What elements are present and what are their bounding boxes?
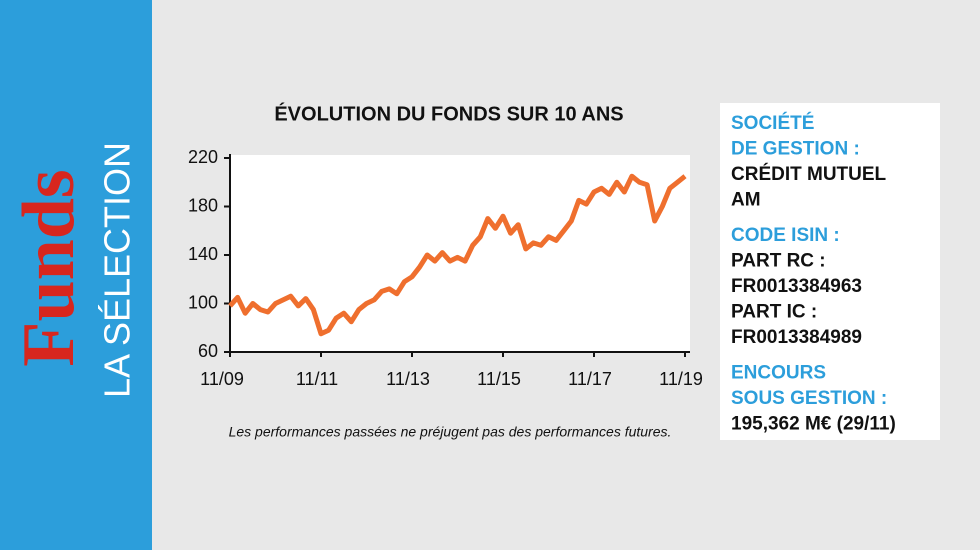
y-tick-label: 180 <box>188 195 218 215</box>
info-text: AM <box>731 190 761 211</box>
info-text: CRÉDIT MUTUEL <box>731 163 887 185</box>
sidebar <box>0 0 152 550</box>
info-text: PART IC : <box>731 302 817 323</box>
info-text: FR0013384963 <box>731 276 862 297</box>
y-tick-label: 140 <box>188 244 218 264</box>
line-series <box>228 173 687 337</box>
brand: Funds <box>8 169 90 366</box>
x-tick-label: 11/17 <box>568 369 612 389</box>
info-heading: SOCIÉTÉ <box>731 112 814 134</box>
brand-subtitle: LA SÉLECTION <box>97 142 138 398</box>
x-tick-label: 11/11 <box>296 369 338 389</box>
y-tick-label: 60 <box>198 341 218 361</box>
info-text: FR0013384989 <box>731 327 862 348</box>
x-tick-label: 11/19 <box>659 369 703 389</box>
info-text: PART RC : <box>731 251 826 272</box>
info-text: 195,362 M€ (29/11) <box>731 414 896 435</box>
footnote: Les performances passées ne préjugent pa… <box>229 424 672 440</box>
chart-title: ÉVOLUTION DU FONDS SUR 10 ANS <box>274 102 623 125</box>
x-tick-label: 11/15 <box>477 369 521 389</box>
y-tick-label: 220 <box>188 147 218 167</box>
x-tick-label: 11/13 <box>386 369 430 389</box>
y-tick-label: 100 <box>188 292 218 312</box>
info-heading: SOUS GESTION : <box>731 388 887 409</box>
x-tick-label: 11/09 <box>200 369 244 389</box>
info-heading: DE GESTION : <box>731 139 860 160</box>
info-heading: CODE ISIN : <box>731 225 840 246</box>
info-heading: ENCOURS <box>731 363 826 384</box>
info-panel <box>720 103 940 440</box>
